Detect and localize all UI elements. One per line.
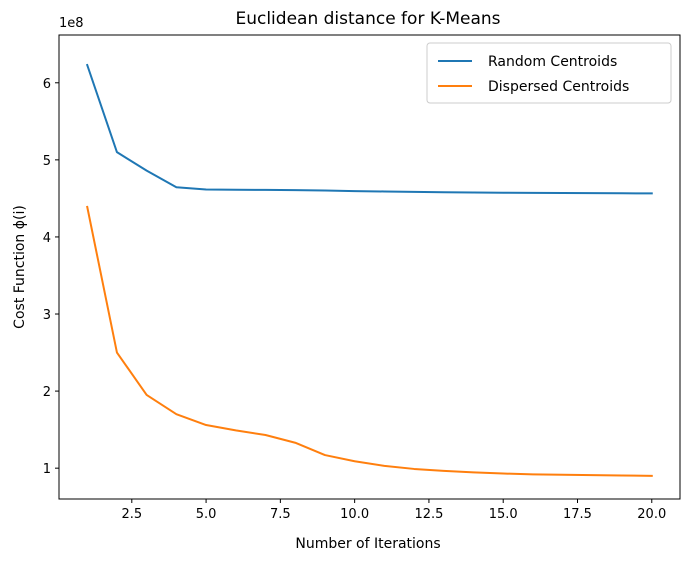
x-tick-label: 17.5 — [563, 507, 592, 522]
legend-label-dispersed: Dispersed Centroids — [488, 79, 629, 95]
x-tick-label: 7.5 — [270, 507, 291, 522]
y-tick-label: 4 — [43, 231, 51, 246]
legend: Random Centroids Dispersed Centroids — [426, 42, 672, 104]
series-line-random-centroids — [85, 63, 653, 195]
chart-title: Euclidean distance for K-Means — [235, 9, 500, 29]
y-tick-label: 5 — [43, 154, 51, 169]
series-line-dispersed-centroids — [86, 205, 653, 477]
x-tick-label: 2.5 — [121, 507, 142, 522]
x-tick-label: 12.5 — [414, 507, 443, 522]
y-axis-label: Cost Function ϕ(i) — [12, 205, 28, 329]
x-tick-label: 15.0 — [489, 507, 518, 522]
legend-box — [426, 42, 672, 104]
x-tick-label: 20.0 — [637, 507, 666, 522]
plot-frame — [58, 34, 681, 500]
y-tick-label: 6 — [43, 77, 51, 92]
series-lines — [85, 63, 653, 477]
y-offset-label: 1e8 — [59, 16, 84, 31]
y-tick-label: 2 — [43, 385, 51, 400]
y-axis-ticks: 1 2 3 4 5 6 — [43, 77, 59, 477]
x-tick-label: 10.0 — [340, 507, 369, 522]
x-tick-label: 5.0 — [196, 507, 217, 522]
y-tick-label: 1 — [43, 462, 51, 477]
x-axis-ticks: 2.5 5.0 7.5 10.0 12.5 15.0 17.5 20.0 — [121, 499, 666, 522]
legend-label-random: Random Centroids — [488, 54, 617, 70]
x-axis-label: Number of Iterations — [295, 536, 440, 552]
plot-area: 2.5 5.0 7.5 10.0 12.5 15.0 17.5 20.0 1 2 3 4 5 6 — [43, 34, 681, 522]
y-tick-label: 3 — [43, 308, 51, 323]
